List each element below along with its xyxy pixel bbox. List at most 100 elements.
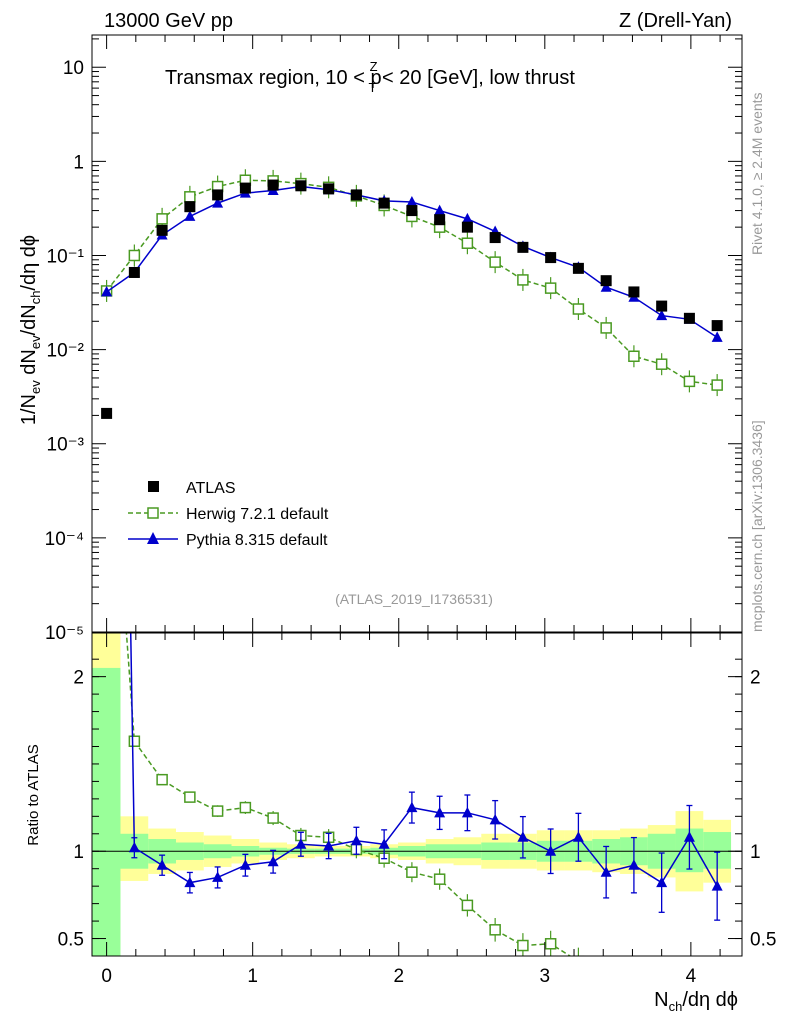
ratio-y-tick-label-right: 1 (750, 842, 761, 863)
herwig-ratio-point (184, 791, 196, 803)
pythia-main-point (600, 281, 612, 292)
herwig-main-point (544, 282, 557, 294)
pythia-series-ratio (128, 633, 723, 921)
atlas-main-point (434, 214, 446, 226)
legend-atlas-marker (148, 481, 159, 492)
pythia-ratio-point (128, 841, 140, 853)
herwig-ratio-point (433, 873, 446, 885)
atlas-main-point (323, 183, 335, 195)
rivet-label: Rivet 4.1.0, ≥ 2.4M events (749, 92, 765, 255)
atlas-main-point (128, 266, 140, 278)
atlas-main-point (628, 286, 640, 298)
herwig-ratio-point (572, 955, 585, 956)
pythia-ratio-point (350, 834, 362, 846)
pythia-ratio-point (545, 845, 557, 856)
pythia-ratio-point (295, 838, 307, 849)
atlas-main-point (461, 221, 473, 233)
atlas-main-point (656, 300, 668, 312)
herwig-ratio-point (657, 979, 667, 989)
atlas-series-main (101, 179, 723, 419)
main-y-ticks: 10 1 10⁻¹ 10⁻² 10⁻³ 10⁻⁴ 10⁻⁵ (45, 38, 742, 644)
atlas-main-point (545, 252, 557, 264)
ratio-y-ticks: 2 2 1 1 0.5 0.5 (58, 658, 776, 951)
main-y-tick-label: 10⁻³ (47, 435, 85, 456)
ratio-inner-band (92, 667, 121, 956)
legend: ATLAS Herwig 7.2.1 default Pythia 8.315 … (128, 480, 329, 549)
atlas-main-point (101, 407, 113, 419)
atlas-main-point (350, 189, 362, 201)
atlas-main-point (239, 182, 251, 194)
atlas-main-point (600, 275, 612, 287)
ratio-y-axis-label: Ratio to ATLAS (25, 744, 42, 845)
ratio-plot-frame (91, 632, 743, 957)
atlas-main-point (572, 262, 584, 274)
herwig-main-point (156, 213, 168, 225)
pythia-ratio-point (239, 859, 251, 870)
main-y-tick-label: 10⁻⁵ (45, 623, 84, 644)
legend-item-atlas: ATLAS (148, 480, 236, 497)
pythia-main-point (212, 197, 224, 208)
main-y-axis-label: 1/Nev dNev/dNch/dη dϕ (18, 235, 43, 425)
pythia-main-point (461, 212, 473, 224)
ratio-y-tick-label: 1 (73, 842, 84, 863)
x-tick-label: 1 (247, 966, 258, 987)
herwig-main-point (489, 256, 501, 268)
pythia-ratio-point (683, 831, 695, 842)
x-tick-label: 3 (540, 966, 551, 987)
pythia-main-point (656, 309, 668, 321)
ratio-y-tick-label-right: 2 (750, 668, 761, 689)
herwig-ratio-point (601, 968, 611, 978)
pythia-ratio-point (184, 876, 196, 888)
x-tick-label: 4 (686, 966, 697, 987)
legend-item-pythia: Pythia 8.315 default (128, 532, 328, 549)
main-y-tick-label: 10⁻¹ (47, 246, 85, 267)
herwig-main-point (600, 322, 612, 334)
atlas-main-point (489, 232, 501, 244)
herwig-main-point (655, 358, 668, 370)
main-y-tick-label: 10 (63, 58, 84, 79)
pythia-ratio-point (461, 806, 473, 818)
herwig-main-point (628, 350, 640, 363)
main-y-tick-label: 10⁻⁴ (45, 529, 84, 550)
herwig-ratio-point (239, 801, 252, 814)
herwig-main-point (184, 191, 196, 203)
pythia-ratio-point (711, 880, 723, 891)
legend-atlas-label: ATLAS (186, 480, 236, 497)
x-tick-label: 2 (393, 966, 404, 987)
atlas-main-point (517, 241, 529, 253)
herwig-main-point (572, 303, 585, 315)
pythia-ratio-point (267, 855, 279, 867)
herwig-ratio-point (461, 899, 474, 912)
region-title: Transmax region, 10 < pZ T < 20 [GeV], lo… (165, 59, 575, 95)
herwig-main-point (517, 274, 529, 286)
pythia-main-point (711, 331, 723, 342)
main-panel: 10 1 10⁻¹ 10⁻² 10⁻³ 10⁻⁴ 10⁻⁵ Transmax region,… (18, 34, 743, 644)
atlas-main-point (378, 197, 390, 209)
legend-herwig-marker (147, 507, 159, 519)
ratio-y-tick-label: 2 (73, 668, 84, 689)
atlas-main-point (295, 180, 307, 192)
main-y-tick-label: 1 (73, 152, 84, 173)
pythia-ratio-point (156, 859, 168, 870)
x-tick-label: 0 (101, 966, 112, 987)
energy-label: 13000 GeV pp (104, 10, 233, 32)
atlas-main-point (212, 189, 224, 201)
pythia-main-point (434, 204, 446, 216)
herwig-ratio-point (156, 773, 168, 786)
pythia-ratio-point (600, 866, 612, 877)
herwig-ratio-point (128, 735, 141, 747)
pythia-ratio-point (212, 871, 224, 882)
ratio-y-tick-label-right: 0.5 (750, 930, 776, 951)
herwig-ratio-point (629, 986, 639, 996)
herwig-ratio-point (211, 805, 224, 817)
herwig-main-point (128, 249, 141, 262)
herwig-main-point (711, 379, 723, 391)
ratio-x-ticks: 0 1 2 3 4 (101, 633, 721, 987)
ratio-y-tick-label: 0.5 (58, 930, 84, 951)
herwig-ratio-point (406, 866, 418, 878)
legend-pythia-label: Pythia 8.315 default (186, 532, 328, 549)
herwig-main-point (461, 237, 474, 249)
herwig-ratio-point (267, 812, 279, 824)
main-plot-frame (91, 34, 743, 633)
